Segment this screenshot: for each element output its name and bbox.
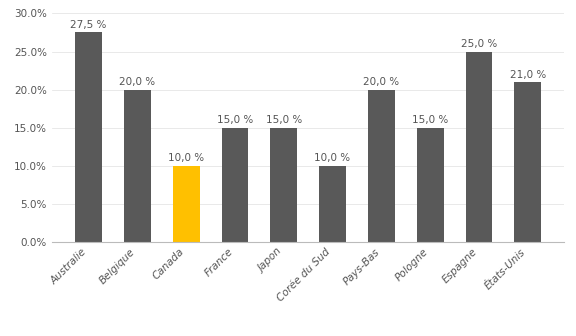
Bar	[514, 82, 541, 242]
Bar	[465, 51, 492, 242]
Bar	[417, 128, 444, 242]
Text: 15,0 %: 15,0 %	[217, 115, 253, 125]
Text: 27,5 %: 27,5 %	[70, 20, 107, 30]
Bar	[222, 128, 248, 242]
Text: 25,0 %: 25,0 %	[461, 39, 497, 49]
Text: 20,0 %: 20,0 %	[119, 77, 156, 87]
Bar	[270, 128, 297, 242]
Bar	[368, 90, 395, 242]
Text: 10,0 %: 10,0 %	[314, 154, 351, 164]
Bar	[173, 166, 199, 242]
Text: 15,0 %: 15,0 %	[412, 115, 448, 125]
Bar	[319, 166, 346, 242]
Bar	[124, 90, 151, 242]
Text: 20,0 %: 20,0 %	[363, 77, 399, 87]
Text: 21,0 %: 21,0 %	[510, 70, 546, 80]
Text: 10,0 %: 10,0 %	[168, 154, 204, 164]
Bar	[75, 33, 102, 242]
Text: 15,0 %: 15,0 %	[266, 115, 302, 125]
